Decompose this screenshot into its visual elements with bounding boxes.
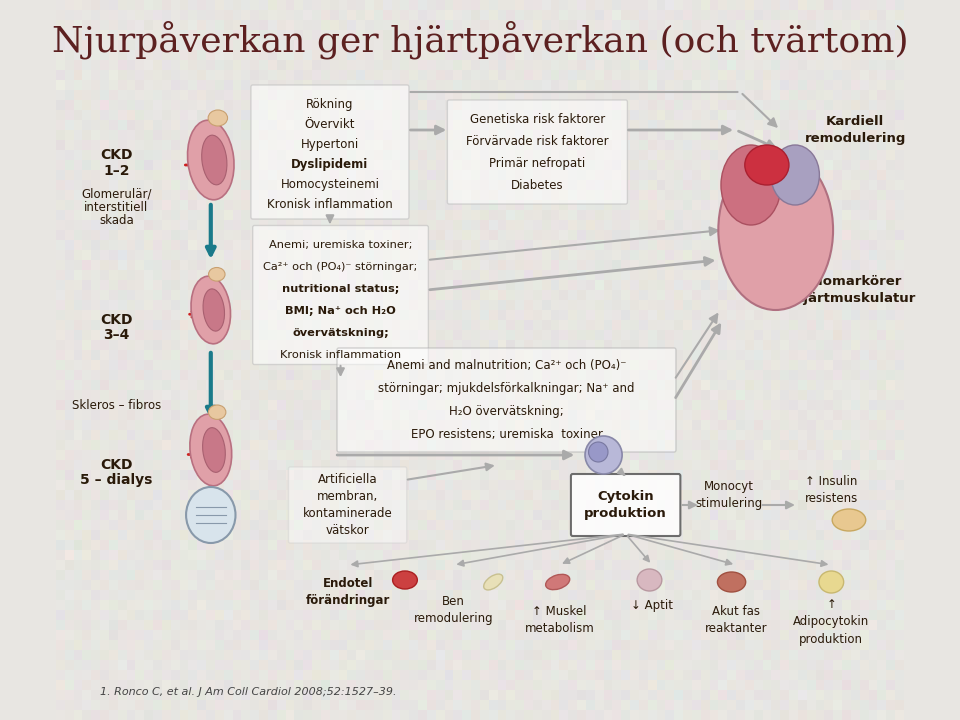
Text: ↑
Adipocytokin
produktion: ↑ Adipocytokin produktion <box>793 598 870 646</box>
Text: störningar; mjukdelsförkalkningar; Na⁺ and: störningar; mjukdelsförkalkningar; Na⁺ a… <box>378 382 635 395</box>
Text: Kronisk inflammation: Kronisk inflammation <box>267 197 393 210</box>
Text: Skleros – fibros: Skleros – fibros <box>72 398 161 412</box>
Text: Cytokin
produktion: Cytokin produktion <box>585 490 667 520</box>
Text: övervätskning;: övervätskning; <box>292 328 389 338</box>
Ellipse shape <box>832 509 866 531</box>
Text: ↑ Muskel
metabolism: ↑ Muskel metabolism <box>524 605 594 635</box>
Text: Förvärvade risk faktorer: Förvärvade risk faktorer <box>466 135 609 148</box>
Text: skada: skada <box>99 214 133 227</box>
Text: CKD: CKD <box>100 148 132 162</box>
Text: nutritional status;: nutritional status; <box>282 284 399 294</box>
Ellipse shape <box>717 572 746 592</box>
Ellipse shape <box>819 571 844 593</box>
FancyBboxPatch shape <box>251 85 409 219</box>
Text: Hypertoni: Hypertoni <box>300 138 359 150</box>
Ellipse shape <box>191 276 230 344</box>
Ellipse shape <box>718 150 833 310</box>
Ellipse shape <box>190 414 231 486</box>
Text: interstitiell: interstitiell <box>84 200 149 214</box>
Text: H₂O övervätskning;: H₂O övervätskning; <box>449 405 564 418</box>
Text: Glomerulär/: Glomerulär/ <box>81 187 152 200</box>
Text: Kardiell
remodulering: Kardiell remodulering <box>804 115 906 145</box>
Text: Endotel
förändringar: Endotel förändringar <box>305 577 390 607</box>
FancyBboxPatch shape <box>252 225 428 364</box>
FancyBboxPatch shape <box>337 348 676 452</box>
FancyBboxPatch shape <box>571 474 681 536</box>
Text: Ca²⁺ och (PO₄)⁻ störningar;: Ca²⁺ och (PO₄)⁻ störningar; <box>263 262 418 272</box>
Ellipse shape <box>393 571 418 589</box>
Text: Anemi; uremiska toxiner;: Anemi; uremiska toxiner; <box>269 240 412 250</box>
Text: ↓ Aptit: ↓ Aptit <box>631 598 673 611</box>
Ellipse shape <box>202 135 227 185</box>
Text: Diabetes: Diabetes <box>511 179 564 192</box>
FancyBboxPatch shape <box>288 467 407 543</box>
Circle shape <box>186 487 235 543</box>
Ellipse shape <box>187 120 234 199</box>
Text: CKD: CKD <box>100 313 132 327</box>
Text: Övervikt: Övervikt <box>304 117 355 130</box>
Text: ↑ Insulin
resistens: ↑ Insulin resistens <box>804 475 858 505</box>
Ellipse shape <box>745 145 789 185</box>
Text: Kronisk inflammation: Kronisk inflammation <box>280 350 401 360</box>
Ellipse shape <box>484 574 503 590</box>
Text: Dyslipidemi: Dyslipidemi <box>291 158 369 171</box>
Text: Monocyt
stimulering: Monocyt stimulering <box>695 480 762 510</box>
Text: 1–2: 1–2 <box>103 164 130 178</box>
Text: Ben
remodulering: Ben remodulering <box>414 595 493 625</box>
Ellipse shape <box>637 569 661 591</box>
Text: BMI; Na⁺ och H₂O: BMI; Na⁺ och H₂O <box>285 306 396 316</box>
Text: 5 – dialys: 5 – dialys <box>80 473 153 487</box>
Text: Akut fas
reaktanter: Akut fas reaktanter <box>705 605 767 635</box>
Text: 1. Ronco C, et al. J Am Coll Cardiol 2008;52:1527–39.: 1. Ronco C, et al. J Am Coll Cardiol 200… <box>101 687 396 697</box>
Text: CKD: CKD <box>100 458 132 472</box>
Text: Genetiska risk faktorer: Genetiska risk faktorer <box>469 112 605 125</box>
Text: Biomarkörer
hjärtmuskulatur: Biomarkörer hjärtmuskulatur <box>795 275 916 305</box>
Ellipse shape <box>208 268 225 281</box>
Text: Rökning: Rökning <box>306 97 353 110</box>
Ellipse shape <box>204 289 225 331</box>
Ellipse shape <box>208 110 228 126</box>
Ellipse shape <box>588 442 608 462</box>
FancyBboxPatch shape <box>447 100 628 204</box>
Ellipse shape <box>208 405 226 419</box>
Ellipse shape <box>771 145 820 205</box>
Text: EPO resistens; uremiska  toxiner: EPO resistens; uremiska toxiner <box>411 428 603 441</box>
Text: Anemi and malnutrition; Ca²⁺ och (PO₄)⁻: Anemi and malnutrition; Ca²⁺ och (PO₄)⁻ <box>387 359 626 372</box>
Text: Homocysteinemi: Homocysteinemi <box>280 178 379 191</box>
Ellipse shape <box>545 575 569 590</box>
Ellipse shape <box>585 436 622 474</box>
Text: Njurpåverkan ger hjärtpåverkan (och tvärtom): Njurpåverkan ger hjärtpåverkan (och tvär… <box>52 21 908 59</box>
Text: Artificiella
membran,
kontaminerade
vätskor: Artificiella membran, kontaminerade väts… <box>302 473 393 537</box>
Ellipse shape <box>721 145 781 225</box>
Ellipse shape <box>203 428 226 472</box>
Text: 3–4: 3–4 <box>103 328 130 342</box>
Text: Primär nefropati: Primär nefropati <box>490 156 586 169</box>
